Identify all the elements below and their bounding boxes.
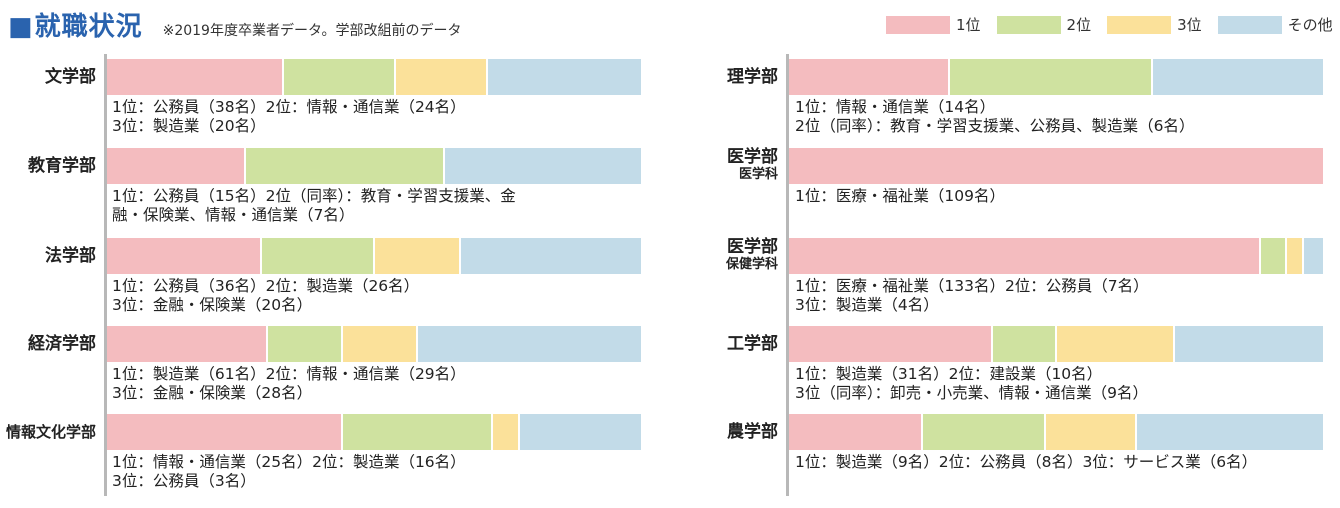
row-note-kogaku: 1位：製造業（31名）2位：建設業（10名） 3位（同率）：卸売・小売業、情報・…: [795, 365, 1148, 402]
bar-segment-rank2: [949, 59, 1152, 95]
row-note-johobunka: 1位：情報・通信業（25名）2位：製造業（16名） 3位：公務員（3名）: [112, 453, 466, 490]
row-label-text: 理学部: [727, 67, 778, 87]
legend-swatch: [996, 15, 1061, 34]
bar-segment-other: [519, 414, 641, 450]
bar-segment-rank1: [107, 414, 341, 450]
row-label-kogaku: 工学部: [727, 334, 778, 354]
row-note-hogaku: 1位：公務員（36名）2位：製造業（26名） 3位：金融・保険業（20名）: [112, 277, 420, 314]
row-label-igaku-hokengaku: 医学部 保健学科: [726, 237, 778, 273]
bar-segment-rank1: [789, 148, 1323, 184]
bar-nogaku: [789, 414, 1325, 450]
legend-item-rank2: 2位: [996, 14, 1092, 35]
legend: 1位 2位 3位 その他: [886, 14, 1333, 35]
legend-label: 1位: [956, 16, 981, 34]
legend-item-rank1: 1位: [886, 14, 981, 35]
bar-segment-other: [487, 59, 641, 95]
row-label-text: 農学部: [727, 422, 778, 442]
bar-segment-other: [417, 326, 641, 362]
bar-segment-rank2: [262, 238, 373, 274]
bar-segment-rank1: [107, 148, 245, 184]
bar-igaku-igakuka: [789, 148, 1325, 184]
bar-segment-rank2: [283, 59, 395, 95]
row-label-rigaku: 理学部: [727, 67, 778, 87]
bar-segment-other: [1174, 326, 1323, 362]
bar-segment-rank2: [923, 414, 1045, 450]
bar-segment-other: [1153, 59, 1323, 95]
row-label-johobunka: 情報文化学部: [6, 422, 96, 442]
row-label-hogaku: 法学部: [45, 246, 96, 266]
bar-segment-rank3: [1046, 414, 1136, 450]
row-note-igaku-igakuka: 1位：医療・福祉業（109名）: [795, 187, 1005, 205]
bar-hogaku: [107, 238, 643, 274]
bar-segment-rank3: [1057, 326, 1173, 362]
row-label-nogaku: 農学部: [727, 422, 778, 442]
page-subtitle: ※2019年度卒業者データ。学部改組前のデータ: [162, 23, 462, 39]
legend-label: 2位: [1066, 16, 1092, 34]
row-label-text: 教育学部: [28, 156, 96, 176]
bar-segment-rank1: [789, 414, 921, 450]
row-label-igaku-igakuka: 医学部 医学科: [727, 147, 778, 183]
bar-segment-rank3: [396, 59, 486, 95]
row-label-keizai: 経済学部: [28, 334, 96, 354]
row-note-igaku-hokengaku: 1位：医療・福祉業（133名）2位：公務員（7名） 3位：製造業（4名）: [795, 277, 1149, 314]
bar-johobunka: [107, 414, 643, 450]
bar-segment-rank2: [1260, 238, 1286, 274]
row-note-rigaku: 1位：情報・通信業（14名） 2位（同率）：教育・学習支援業、公務員、製造業（6…: [795, 98, 1195, 135]
bar-segment-rank2: [342, 414, 491, 450]
row-sublabel-text: 保健学科: [725, 257, 778, 272]
row-label-text: 医学部: [727, 147, 778, 167]
bar-segment-rank2: [246, 148, 443, 184]
bar-segment-rank3: [1287, 238, 1302, 274]
bar-segment-rank1: [107, 326, 266, 362]
bar-keizai: [107, 326, 643, 362]
bar-segment-rank1: [789, 238, 1259, 274]
bar-segment-rank1: [789, 59, 948, 95]
row-label-bungaku: 文学部: [45, 67, 96, 87]
bar-rigaku: [789, 59, 1325, 95]
legend-label: その他: [1287, 16, 1333, 34]
bar-igaku-hokengaku: [789, 238, 1325, 274]
row-note-nogaku: 1位：製造業（9名）2位：公務員（8名）3位：サービス業（6名）: [795, 453, 1258, 471]
row-note-keizai: 1位：製造業（61名）2位：情報・通信業（29名） 3位：金融・保険業（28名）: [112, 365, 466, 402]
row-label-text: 文学部: [45, 67, 96, 87]
bar-segment-rank1: [107, 238, 261, 274]
row-label-text: 経済学部: [28, 334, 96, 354]
row-label-text: 医学部: [727, 237, 778, 257]
bar-segment-rank1: [107, 59, 282, 95]
bar-segment-other: [444, 148, 641, 184]
legend-item-rank3: 3位: [1107, 14, 1202, 35]
row-label-text: 工学部: [727, 334, 778, 354]
row-label-text: 情報文化学部: [5, 423, 96, 441]
legend-swatch: [886, 15, 950, 34]
bar-segment-rank2: [267, 326, 341, 362]
page-title: 就職状況: [34, 12, 143, 42]
bar-segment-other: [1303, 238, 1323, 274]
bar-segment-other: [1137, 414, 1323, 450]
axis-left: [104, 54, 107, 496]
row-label-kyoiku: 教育学部: [28, 156, 96, 176]
legend-swatch: [1217, 15, 1282, 34]
bar-segment-rank1: [789, 326, 991, 362]
bar-bungaku: [107, 59, 643, 95]
axis-right: [786, 54, 789, 496]
bar-segment-rank3: [342, 326, 416, 362]
legend-item-other: その他: [1217, 14, 1333, 35]
title-square-icon: ■: [8, 12, 33, 42]
header: ■ 就職状況 ※2019年度卒業者データ。学部改組前のデータ: [8, 6, 462, 43]
bar-segment-rank3: [492, 414, 518, 450]
row-note-kyoiku: 1位：公務員（15名）2位（同率）：教育・学習支援業、金 融・保険業、情報・通信…: [112, 187, 516, 224]
bar-kogaku: [789, 326, 1325, 362]
bar-kyoiku: [107, 148, 643, 184]
row-sublabel-text: 医学科: [738, 167, 778, 182]
bar-segment-rank3: [375, 238, 459, 274]
row-note-bungaku: 1位：公務員（38名）2位：情報・通信業（24名） 3位：製造業（20名）: [112, 98, 466, 135]
bar-segment-other: [460, 238, 641, 274]
legend-swatch: [1107, 15, 1172, 34]
row-label-text: 法学部: [45, 246, 96, 266]
legend-label: 3位: [1177, 16, 1202, 34]
bar-segment-rank2: [992, 326, 1055, 362]
